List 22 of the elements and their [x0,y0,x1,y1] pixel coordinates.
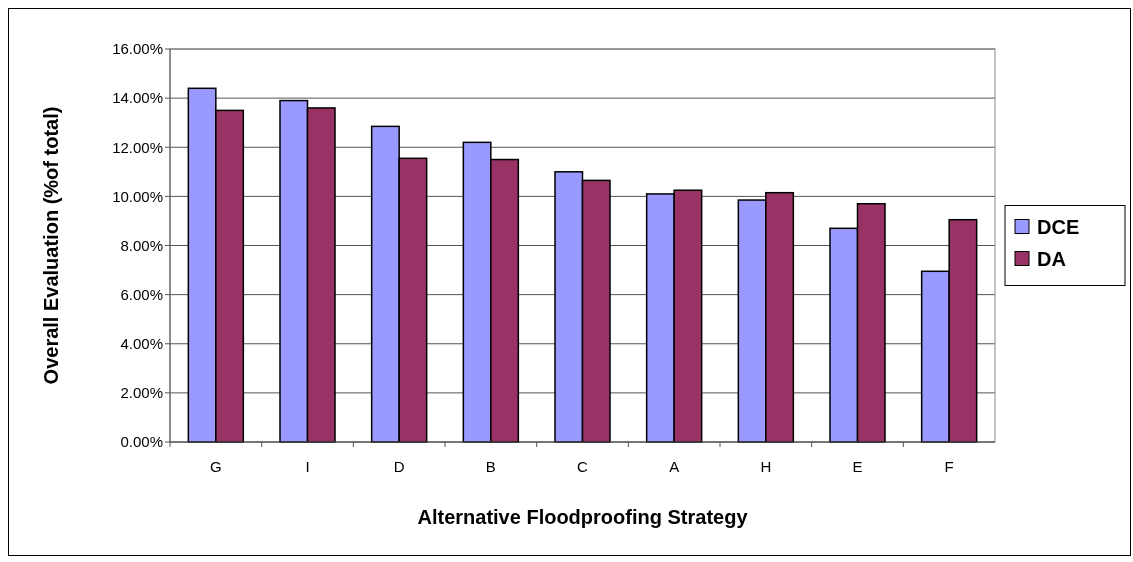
x-tick-label: I [305,458,310,475]
legend-label: DCE [1037,215,1080,238]
x-axis-title: Alternative Floodproofing Strategy [417,506,749,528]
x-tick-label: H [760,458,772,475]
x-tick-label: D [393,458,405,475]
x-tick-label: C [577,458,589,475]
y-tick-label: 0.00% [120,433,163,451]
y-tick-label: 10.00% [112,187,163,205]
x-tick-label: F [944,458,954,475]
y-tick-label: 16.00% [112,40,163,58]
y-tick-label: 4.00% [120,335,163,352]
y-tick-label: 14.00% [112,89,163,107]
y-tick-label: 12.00% [112,138,163,156]
legend-label: DA [1037,247,1066,270]
x-tick-label: A [669,458,680,475]
y-tick-label: 6.00% [120,285,163,303]
y-tick-label: 8.00% [120,236,163,254]
x-tick-label: E [852,458,863,475]
x-tick-label: G [210,458,222,475]
x-tick-label: B [485,458,496,475]
y-axis-title: Overall Evaluation (%of total) [40,106,62,385]
y-tick-label: 2.00% [120,384,163,402]
